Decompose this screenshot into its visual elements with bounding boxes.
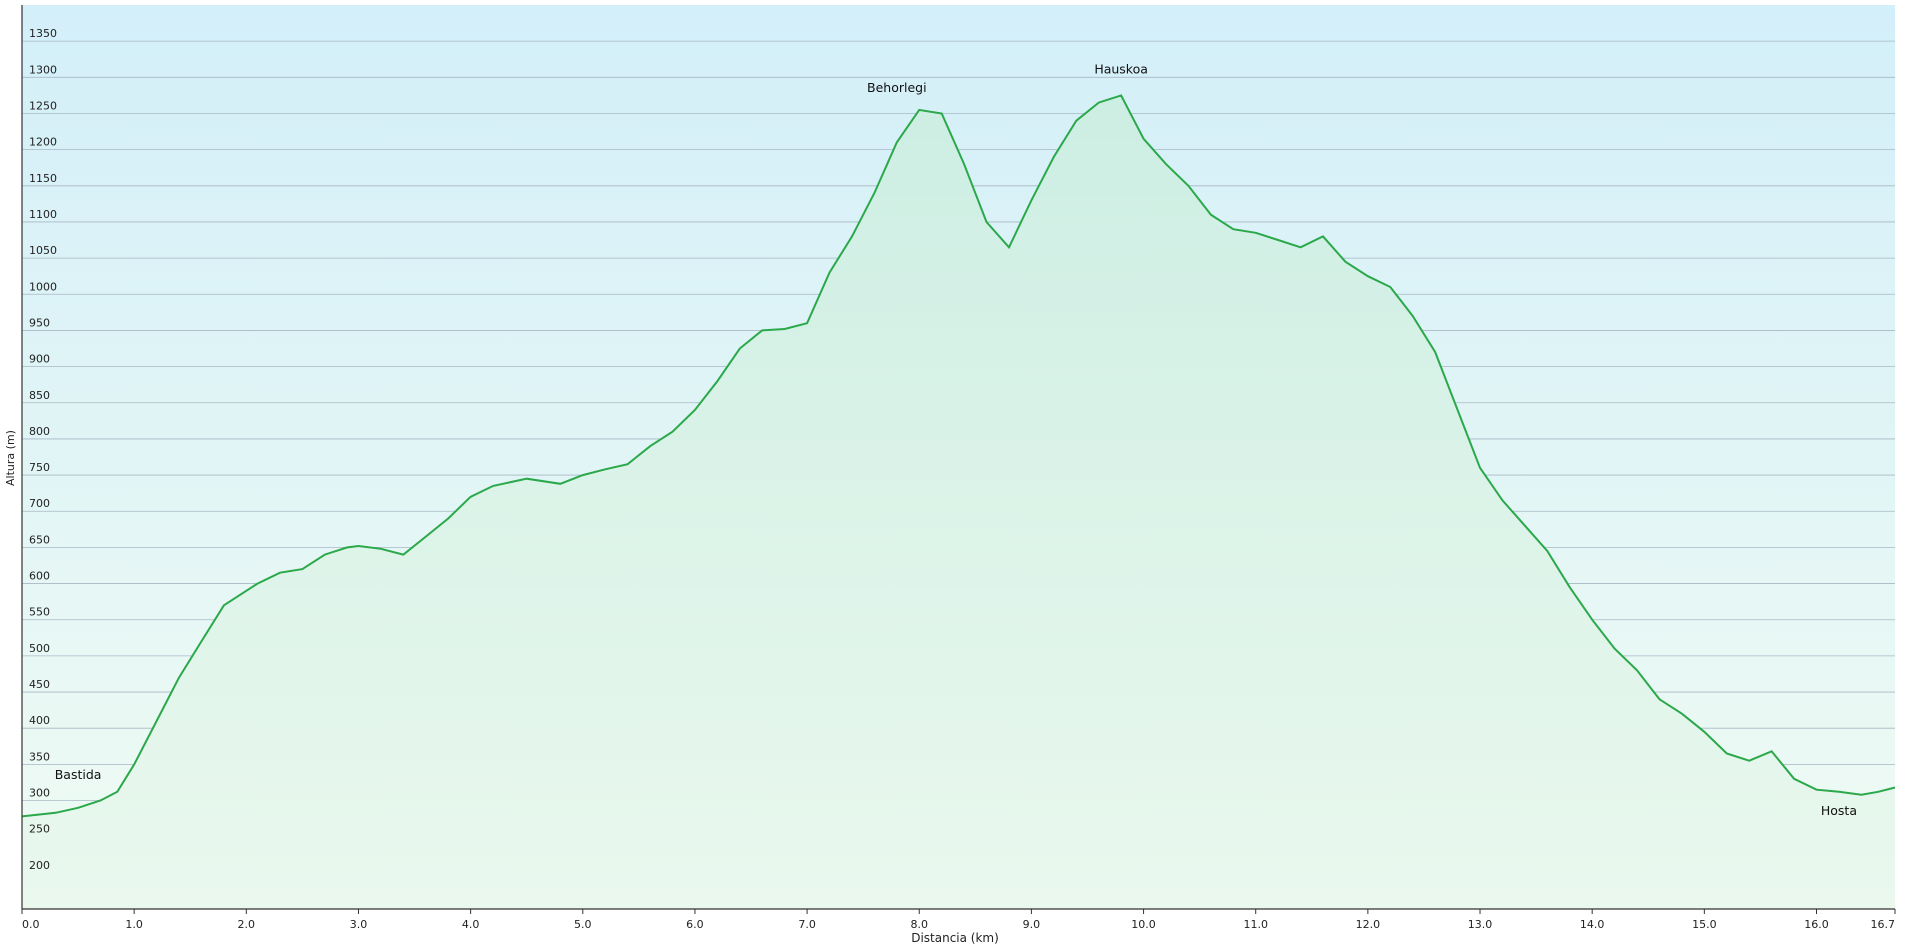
x-tick-label: 10.0 [1131,918,1156,931]
x-tick-label: 15.0 [1692,918,1717,931]
x-tick-label: 5.0 [574,918,592,931]
y-tick-label: 550 [29,606,50,619]
peak-annotations: Bastida Behorlegi Hauskoa Hosta [55,62,1857,818]
elevation-area-fill [22,95,1895,909]
x-tick-label: 6.0 [686,918,704,931]
x-tick-label: 7.0 [798,918,816,931]
y-tick-label: 800 [29,425,50,438]
y-tick-label: 450 [29,678,50,691]
x-tick-label: 3.0 [350,918,368,931]
y-tick-label: 1350 [29,27,57,40]
x-tick-label: 9.0 [1023,918,1041,931]
y-tick-label: 1300 [29,63,57,76]
y-tick-label: 1050 [29,244,57,257]
x-tick-label: 13.0 [1468,918,1493,931]
y-tick-label: 500 [29,642,50,655]
x-tick-label: 4.0 [462,918,480,931]
annotation-label: Hauskoa [1094,62,1148,77]
annotation-label: Bastida [55,767,102,782]
x-tick-labels: 0.0 1.0 2.0 3.0 4.0 5.0 6.0 7.0 8.0 9.0 10.0 11.0 12… [21,909,1896,931]
elevation-series-line [21,94,1896,818]
y-axis-label: Altura (m) [4,430,17,486]
x-tick-label: 1.0 [125,918,143,931]
x-tick-label: 12.0 [1356,918,1381,931]
axes [21,5,1895,910]
y-tick-label: 950 [29,316,50,329]
y-tick-label: 200 [29,859,50,872]
x-tick-label: 0.0 [22,918,40,931]
y-tick-label: 1100 [29,208,57,221]
y-tick-label: 400 [29,714,50,727]
y-tick-label: 350 [29,750,50,763]
y-tick-label: 1000 [29,280,57,293]
y-tick-label: 1200 [29,136,57,149]
annotation-label: Behorlegi [867,80,927,95]
x-tick-label: 8.0 [910,918,928,931]
y-tick-label: 700 [29,497,50,510]
x-tick-label: 14.0 [1580,918,1605,931]
annotation-label: Hosta [1821,803,1857,818]
y-tick-label: 650 [29,533,50,546]
x-tick-label: 2.0 [238,918,256,931]
x-tick-label: 16.0 [1804,918,1829,931]
x-axis-label: Distancia (km) [911,931,999,944]
x-tick-label: 16.7 [1871,918,1896,931]
y-tick-label: 600 [29,570,50,583]
y-tick-label: 850 [29,389,50,402]
y-tick-label: 900 [29,353,50,366]
y-tick-label: 1250 [29,99,57,112]
y-tick-label: 750 [29,461,50,474]
y-tick-label: 250 [29,823,50,836]
x-tick-label: 11.0 [1243,918,1268,931]
y-tick-label: 1150 [29,172,57,185]
y-tick-label: 300 [29,787,50,800]
y-tick-labels: 200 250 300 350 400 450 500 550 600 650 700 750 800 8… [29,27,57,872]
